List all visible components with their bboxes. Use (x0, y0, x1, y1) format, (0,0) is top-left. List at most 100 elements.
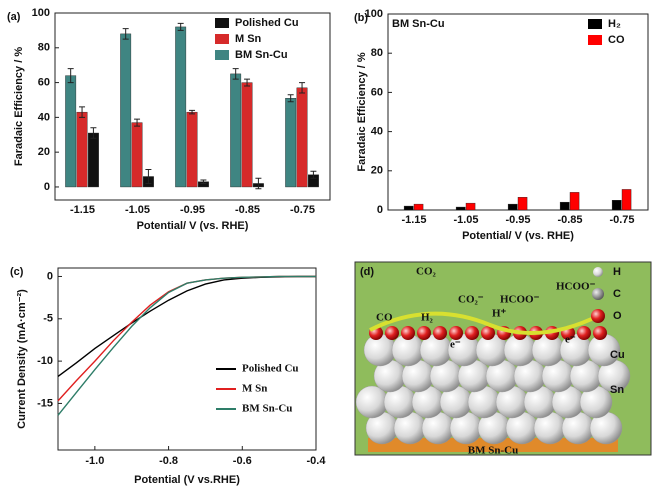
bar (569, 192, 580, 211)
x-tick-label: -1.15 (70, 204, 95, 216)
bar (131, 122, 143, 188)
line-series (57, 275, 316, 416)
panel-label: (b) (354, 12, 368, 24)
legend-label: M Sn (242, 383, 267, 395)
diagram: (d) H C O Cu Sn BM Sn-Cu CO₂ CO₂⁻ HCOO⁻ … (354, 261, 652, 457)
bar (465, 202, 476, 211)
error-bar (200, 179, 207, 184)
error-bar (255, 177, 262, 190)
molecule-label: CO₂ (416, 266, 437, 278)
error-bar (67, 68, 74, 84)
y-tick-label: 40 (38, 111, 50, 123)
surface-atom (385, 326, 399, 340)
legend-label: O (613, 310, 622, 322)
x-tick-label: -0.8 (159, 455, 178, 467)
x-axis-title: Potential/ V (vs. RHE) (462, 230, 574, 242)
molecule-label: e⁻ (565, 334, 576, 346)
y-tick-label: 0 (47, 270, 53, 282)
bar (559, 201, 570, 211)
error-bar (287, 94, 294, 103)
y-tick-label: 100 (365, 8, 383, 20)
bar (517, 197, 528, 211)
x-axis-title: Potential (V vs.RHE) (134, 474, 240, 486)
bar (175, 26, 187, 188)
y-tick-label: 60 (38, 76, 50, 88)
y-tick-label: -10 (37, 355, 53, 367)
legend-label: BM Sn-Cu (235, 49, 288, 61)
y-tick-label: 60 (371, 86, 383, 98)
bar (65, 75, 77, 188)
surface-atom (465, 326, 479, 340)
x-tick-label: -0.4 (307, 455, 327, 467)
x-tick-label: -1.05 (125, 204, 150, 216)
annotation: BM Sn-Cu (392, 18, 445, 30)
c-atom (592, 288, 604, 300)
y-tick-label: 100 (32, 7, 50, 19)
molecule-label: CO (376, 312, 393, 324)
bar (285, 98, 297, 188)
y-tick-label: 20 (371, 165, 383, 177)
layer-label: Cu (610, 349, 625, 361)
bar (507, 203, 518, 211)
y-tick-label: 80 (38, 42, 50, 54)
error-bar (79, 106, 86, 118)
reaction-path (369, 311, 601, 335)
legend-label: BM Sn-Cu (242, 403, 292, 415)
x-tick-label: -0.95 (505, 214, 530, 226)
error-bar (90, 127, 97, 139)
legend-label: C (613, 288, 621, 300)
surface-atom (481, 326, 495, 340)
base-label: BM Sn-Cu (468, 445, 518, 457)
error-bar (310, 170, 317, 179)
legend-label: H₂ (608, 18, 621, 30)
y-axis-title: Current Density (mA·cm⁻²) (16, 289, 28, 429)
surface-atom (593, 326, 607, 340)
line-series (57, 275, 316, 377)
bar (455, 206, 466, 211)
x-axis-title: Potential/ V (vs. RHE) (137, 220, 249, 232)
bar (621, 189, 632, 211)
bar (87, 132, 99, 188)
y-tick-label: 40 (371, 126, 383, 138)
error-bar (145, 169, 152, 184)
error-bar (122, 28, 129, 40)
x-tick-label: -0.95 (180, 204, 205, 216)
bar (186, 111, 198, 188)
x-tick-label: -1.0 (85, 455, 104, 467)
y-tick-label: 80 (371, 47, 383, 59)
layer-label: Sn (610, 384, 624, 396)
line-series (57, 275, 316, 402)
molecule-label: HCOO⁻ (556, 281, 596, 293)
error-bar (134, 118, 141, 127)
molecule-label: CO₂⁻ (458, 294, 484, 306)
molecule-label: H₂ (421, 312, 434, 324)
legend-swatch (588, 35, 602, 45)
error-bar (177, 22, 184, 31)
legend-label: Polished Cu (235, 17, 299, 29)
legend-swatch (215, 34, 229, 44)
y-axis-title: Faradaic Efficiency / % (356, 52, 368, 171)
bar (611, 199, 622, 211)
legend-swatch (215, 18, 229, 28)
legend-swatch (588, 19, 602, 29)
bar (230, 73, 242, 188)
h-atom (593, 267, 603, 277)
x-tick-label: -0.75 (609, 214, 634, 226)
molecule-label: H⁺ (492, 308, 507, 320)
y-tick-label: 0 (44, 181, 50, 193)
x-tick-label: -0.85 (557, 214, 582, 226)
error-bar (232, 68, 239, 80)
y-tick-label: -15 (37, 397, 53, 409)
legend-label: Polished Cu (242, 363, 299, 375)
plot-frame (54, 12, 331, 201)
surface-atom (417, 326, 431, 340)
surface-atom (433, 326, 447, 340)
bar (76, 111, 88, 188)
panel-label: (a) (7, 11, 21, 23)
bar (120, 33, 132, 188)
y-tick-label: 20 (38, 146, 50, 158)
error-bar (189, 109, 196, 115)
legend-swatch (215, 50, 229, 60)
y-tick-label: -5 (43, 313, 53, 325)
